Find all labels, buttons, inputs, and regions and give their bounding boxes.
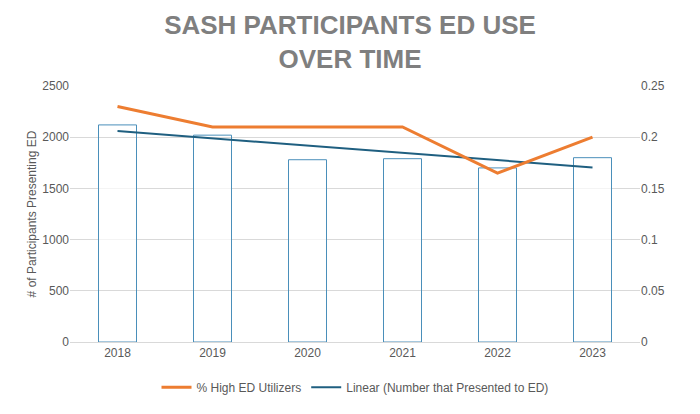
svg-text:2021: 2021 — [389, 346, 416, 360]
svg-text:0: 0 — [62, 335, 69, 349]
svg-text:# of Participants Presenting E: # of Participants Presenting ED — [25, 130, 39, 297]
svg-text:0.1: 0.1 — [641, 233, 658, 247]
svg-text:SASH PARTICIPANTS ED USEOVER T: SASH PARTICIPANTS ED USEOVER TIME — [164, 10, 536, 74]
svg-text:0: 0 — [641, 335, 648, 349]
svg-text:2020: 2020 — [294, 346, 321, 360]
svg-text:1000: 1000 — [42, 233, 69, 247]
svg-text:2500: 2500 — [42, 79, 69, 93]
svg-text:0.15: 0.15 — [641, 182, 665, 196]
svg-text:2018: 2018 — [104, 346, 131, 360]
svg-text:2022: 2022 — [484, 346, 511, 360]
svg-text:1500: 1500 — [42, 182, 69, 196]
svg-text:500: 500 — [49, 284, 69, 298]
svg-text:2019: 2019 — [199, 346, 226, 360]
svg-text:% High ED Utilizers: % High ED Utilizers — [197, 381, 302, 395]
svg-text:2023: 2023 — [579, 346, 606, 360]
svg-text:0.2: 0.2 — [641, 130, 658, 144]
svg-text:Linear (Number that Presented: Linear (Number that Presented to ED) — [346, 381, 548, 395]
svg-text:0.05: 0.05 — [641, 284, 665, 298]
svg-text:2000: 2000 — [42, 130, 69, 144]
svg-text:0.25: 0.25 — [641, 79, 665, 93]
